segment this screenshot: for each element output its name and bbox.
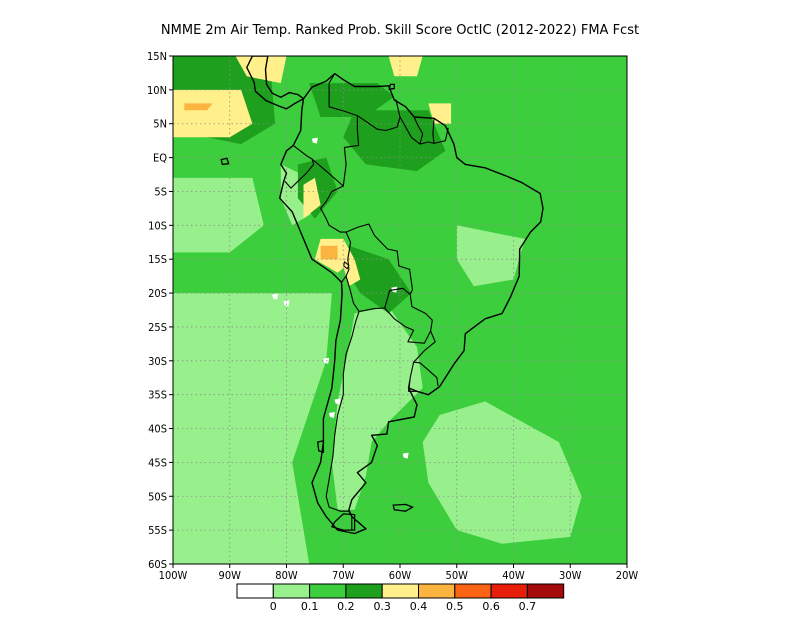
- country-border-12: [413, 330, 439, 386]
- country-border-6: [284, 144, 315, 189]
- skill-region-16: [388, 56, 423, 77]
- colorbar-swatch: [418, 583, 456, 599]
- longitude-axis: 100W 90W 80W 70W 60W 50W 40W 30W 20W: [159, 564, 639, 582]
- colorbar-swatch: [490, 583, 528, 599]
- y-tick-label: 55S: [148, 524, 167, 537]
- country-border-4: [413, 116, 424, 145]
- colorbar-swatch: [272, 583, 311, 599]
- x-tick-label: 60W: [389, 569, 412, 582]
- colorbar-label: 0.3: [373, 600, 391, 613]
- y-tick-label: 10N: [147, 84, 167, 97]
- x-tick-label: 90W: [219, 569, 242, 582]
- skill-region-12: [235, 56, 287, 84]
- y-tick-label: EQ: [153, 152, 167, 165]
- x-tick-label: 40W: [502, 569, 525, 582]
- white-spot-0: [311, 137, 318, 144]
- skill-region-11: [173, 89, 253, 138]
- colorbar-swatch: [381, 583, 420, 599]
- colorbar-label: 0.4: [410, 600, 428, 613]
- y-tick-label: 35S: [148, 389, 167, 402]
- latitude-axis: 15N 10N 5N EQ 5S 10S 15S 20S 25S 30S 35S 40S 45S 50S 5…: [147, 50, 173, 571]
- country-border-9: [345, 275, 411, 312]
- skill-region-19: [320, 245, 338, 260]
- colorbar-label: 0.5: [446, 600, 464, 613]
- colorbar-label: 0.1: [301, 600, 319, 613]
- skill-region-7: [309, 83, 395, 117]
- x-tick-label: 50W: [446, 569, 469, 582]
- skill-region-8: [343, 245, 412, 314]
- white-spot-3: [283, 300, 290, 307]
- country-border-5: [432, 118, 435, 144]
- colorbar: 0 0.1 0.2 0.3 0.4 0.5 0.6 0.7: [236, 583, 565, 613]
- lake-outline-0: [343, 260, 350, 270]
- skill-region-6: [343, 110, 446, 172]
- skill-region-14: [303, 177, 321, 219]
- y-tick-label: 40S: [148, 423, 167, 436]
- x-tick-label: 100W: [159, 569, 188, 582]
- map-plot-area: [173, 56, 627, 564]
- x-tick-label: 30W: [559, 569, 582, 582]
- skill-region-18: [184, 103, 213, 111]
- white-spot-4: [334, 398, 341, 405]
- y-tick-label: 45S: [148, 456, 167, 469]
- south-america-coastline: [279, 72, 544, 535]
- y-tick-label: 10S: [148, 219, 167, 232]
- colorbar-swatch: [236, 583, 274, 599]
- country-border-2: [357, 99, 401, 132]
- y-tick-label: 60S: [148, 558, 167, 571]
- y-tick-label: 50S: [148, 490, 167, 503]
- white-spot-7: [328, 411, 335, 418]
- skill-region-layer: [173, 56, 582, 564]
- skill-region-0: [173, 293, 332, 564]
- colorbar-label: 0.2: [337, 600, 355, 613]
- island-outline-3: [388, 83, 395, 90]
- y-tick-label: 25S: [148, 321, 167, 334]
- island-outline-0: [330, 513, 356, 531]
- colorbar-label: 0.7: [519, 600, 537, 613]
- colorbar-swatch: [454, 583, 492, 599]
- y-tick-label: 20S: [148, 287, 167, 300]
- graticule-grid: [173, 56, 627, 564]
- y-tick-label: 30S: [148, 355, 167, 368]
- country-border-11: [384, 294, 433, 344]
- colorbar-label: 0: [270, 600, 277, 613]
- skill-region-1: [331, 306, 423, 510]
- y-tick-label: 15S: [148, 253, 167, 266]
- x-tick-label: 80W: [275, 569, 298, 582]
- white-spot-5: [402, 452, 409, 459]
- white-spot-2: [272, 293, 279, 300]
- coastline-layer: [220, 56, 544, 535]
- colorbar-swatch: [345, 583, 383, 599]
- country-border-14: [407, 380, 417, 392]
- country-border-3: [399, 116, 449, 145]
- country-border-1: [328, 73, 360, 187]
- colorbar-swatch: [309, 583, 347, 599]
- island-outline-2: [220, 157, 230, 166]
- skill-region-4: [456, 225, 525, 287]
- island-outline-4: [316, 439, 325, 454]
- country-border-0: [301, 98, 305, 111]
- colorbar-swatch: [526, 583, 565, 599]
- y-tick-label: 5N: [153, 118, 167, 131]
- island-outline-1: [392, 503, 414, 512]
- x-tick-label: 70W: [332, 569, 355, 582]
- country-border-8: [345, 223, 414, 295]
- x-tick-label: 20W: [616, 569, 639, 582]
- central-america-coastline: [246, 56, 305, 110]
- y-tick-label: 5S: [154, 185, 167, 198]
- country-border-10: [325, 311, 360, 531]
- y-tick-label: 15N: [147, 50, 167, 63]
- colorbar-label: 0.6: [482, 600, 500, 613]
- skill-region-5: [173, 177, 264, 253]
- skill-region-2: [422, 401, 582, 544]
- map-title: NMME 2m Air Temp. Ranked Prob. Skill Sco…: [161, 23, 639, 38]
